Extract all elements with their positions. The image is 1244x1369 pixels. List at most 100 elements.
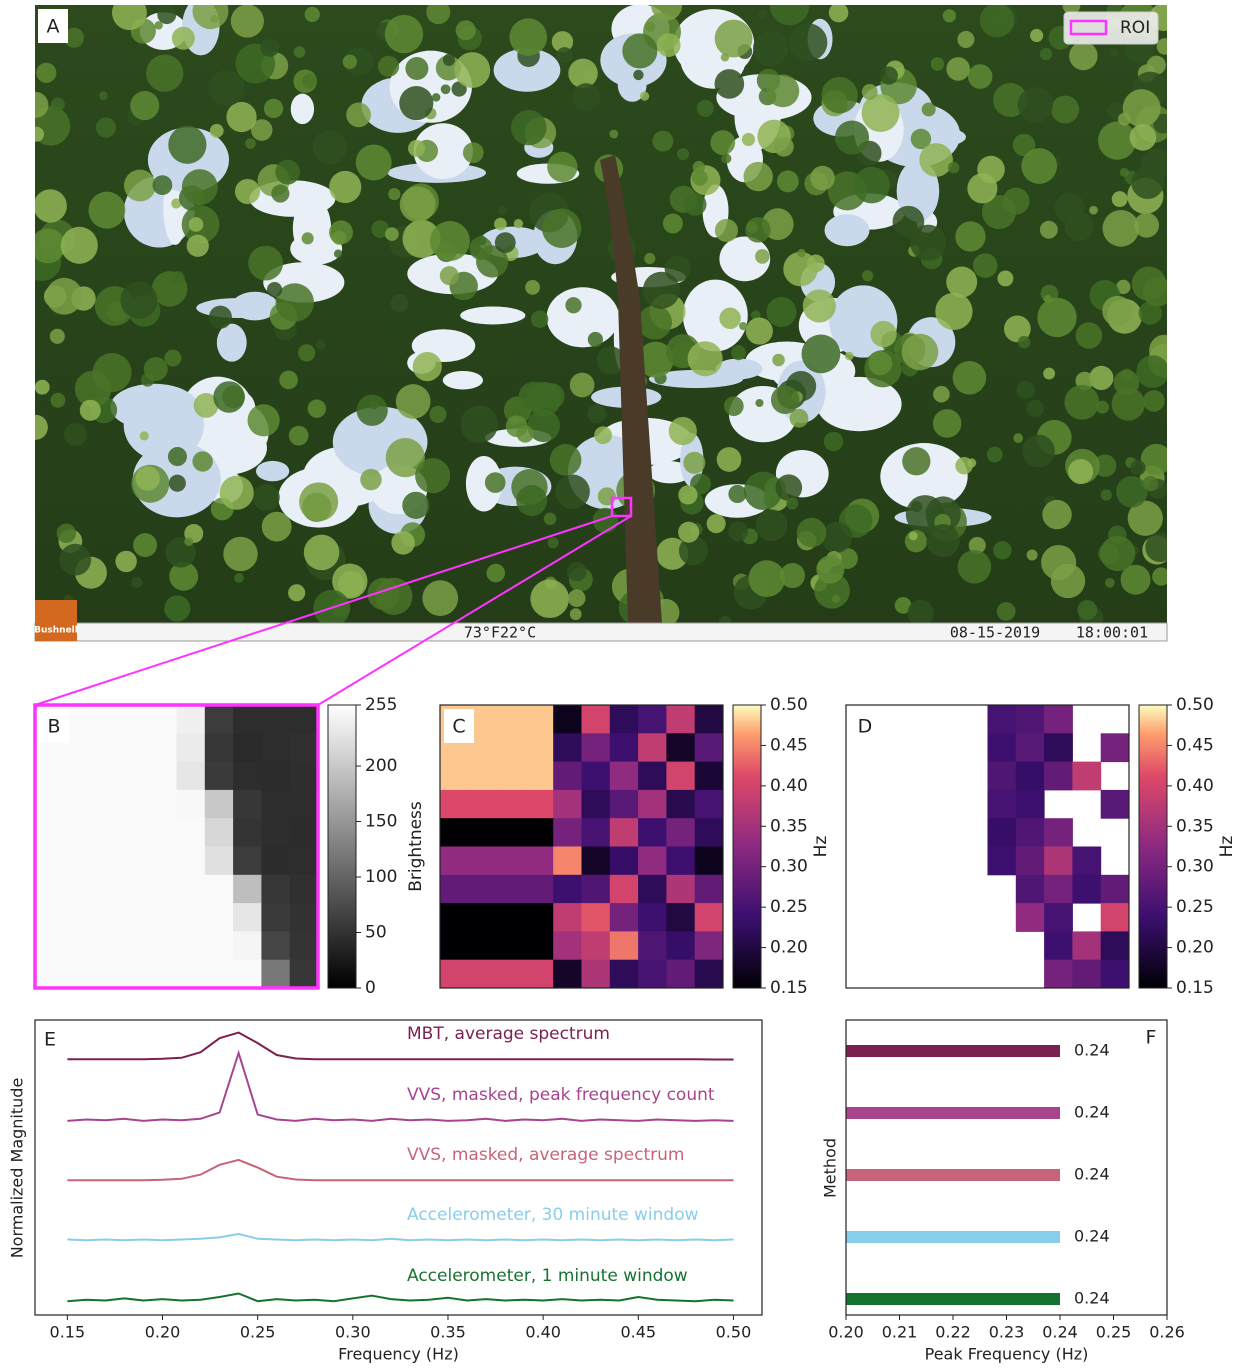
leaf-cluster: [498, 206, 507, 215]
heatmap-cell: [205, 960, 234, 989]
figure: Bushnell 73°F22°C 08-15-2019 18:00:01 A …: [0, 0, 1244, 1369]
colorbar: [1139, 705, 1167, 988]
leaf-cluster: [557, 47, 573, 63]
colorbar-tick-label: 0.45: [1176, 735, 1214, 755]
leaf-cluster: [391, 531, 415, 555]
leaf-cluster: [189, 217, 204, 232]
leaf-cluster: [35, 380, 50, 395]
x-tick-label: 0.30: [335, 1323, 371, 1342]
leaf-cluster: [1018, 87, 1053, 122]
leaf-cluster: [516, 485, 547, 516]
leaf-cluster: [544, 513, 557, 526]
heatmap-cell: [610, 818, 639, 847]
heatmap-cell: [582, 931, 611, 960]
leaf-cluster: [22, 92, 48, 118]
leaf-cluster: [168, 126, 206, 164]
leaf-cluster: [264, 99, 283, 118]
series-label: VVS, masked, peak frequency count: [407, 1085, 715, 1105]
heatmap-cell: [1044, 903, 1073, 932]
heatmap-cell: [1016, 847, 1045, 876]
leaf-cluster: [226, 102, 256, 132]
leaf-cluster: [745, 217, 770, 242]
heatmap-cell: [666, 733, 695, 762]
heatmap-cell: [666, 818, 695, 847]
colorbar-tick-label: 0.30: [1176, 857, 1214, 877]
heatmap-cell: [695, 790, 724, 819]
leaf-cluster: [171, 271, 185, 285]
heatmap-cell: [92, 903, 121, 932]
heatmap-cell: [582, 733, 611, 762]
leaf-cluster: [23, 415, 48, 440]
leaf-cluster: [260, 38, 279, 57]
heatmap-cell: [610, 762, 639, 791]
x-axis-label: Frequency (Hz): [338, 1345, 459, 1364]
heatmap-cell: [177, 818, 206, 847]
leaf-cluster: [1103, 210, 1140, 247]
leaf-cluster: [688, 341, 723, 376]
leaf-cluster: [731, 345, 746, 360]
heatmap-cell: [553, 960, 582, 989]
leaf-cluster: [715, 69, 745, 99]
leaf-cluster: [693, 161, 705, 173]
heatmap-cell: [233, 818, 262, 847]
leaf-cluster: [509, 18, 547, 56]
leaf-cluster: [753, 31, 788, 66]
leaf-cluster: [728, 521, 748, 541]
colorbar-tick-label: 0.25: [1176, 897, 1214, 917]
heatmap-cell: [205, 903, 234, 932]
leaf-cluster: [547, 152, 577, 182]
heatmap-cell: [1016, 762, 1045, 791]
brand: Bushnell: [34, 626, 78, 636]
colorbar-tick-label: 50: [365, 923, 387, 943]
heatmap-cell: [261, 903, 290, 932]
heatmap-cell: [177, 790, 206, 819]
heatmap-cell: [638, 931, 667, 960]
leaf-cluster: [957, 31, 974, 48]
heatmap-cell: [63, 847, 92, 876]
heatmap-cell: [610, 847, 639, 876]
sky-patch: [293, 197, 331, 259]
colorbar-tick-label: 0.20: [1176, 938, 1214, 958]
leaf-cluster: [1030, 29, 1043, 42]
x-tick-label: 0.40: [525, 1323, 561, 1342]
heatmap-cell: [261, 790, 290, 819]
leaf-cluster: [744, 162, 773, 191]
heatmap-cell: [468, 818, 497, 847]
leaf-cluster: [774, 137, 794, 157]
heatmap-cell: [440, 960, 469, 989]
leaf-cluster: [1068, 459, 1093, 484]
leaf-cluster: [413, 352, 442, 381]
bar: [846, 1045, 1060, 1057]
heatmap-cell: [1101, 960, 1130, 989]
colorbar-tick-label: 0.20: [770, 938, 808, 958]
heatmap-cell: [148, 875, 177, 904]
leaf-cluster: [946, 57, 970, 81]
leaf-cluster: [57, 524, 76, 543]
heatmap-cell: [261, 818, 290, 847]
leaf-cluster: [441, 84, 451, 94]
leaf-cluster: [775, 474, 802, 501]
heatmap-cell: [261, 960, 290, 989]
leaf-cluster: [275, 160, 300, 185]
heatmap-cell: [610, 790, 639, 819]
x-tick-label: 0.50: [716, 1323, 752, 1342]
leaf-cluster: [1136, 355, 1169, 388]
leaf-cluster: [677, 148, 689, 160]
leaf-cluster: [1037, 298, 1076, 337]
heatmap-cell: [553, 762, 582, 791]
x-tick-label: 0.20: [145, 1323, 181, 1342]
heatmap-cell: [120, 705, 149, 734]
heatmap-cell: [695, 847, 724, 876]
leaf-cluster: [943, 9, 956, 22]
leaf-cluster: [1143, 277, 1173, 307]
heatmap-cell: [35, 790, 64, 819]
leaf-cluster: [570, 608, 582, 620]
leaf-cluster: [168, 447, 187, 466]
heatmap-cell: [92, 931, 121, 960]
heatmap-cell: [120, 931, 149, 960]
leaf-cluster: [955, 221, 985, 251]
heatmap-cell: [177, 762, 206, 791]
leaf-cluster: [99, 91, 108, 100]
heatmap-cell: [468, 762, 497, 791]
heatmap-cell: [290, 960, 319, 989]
